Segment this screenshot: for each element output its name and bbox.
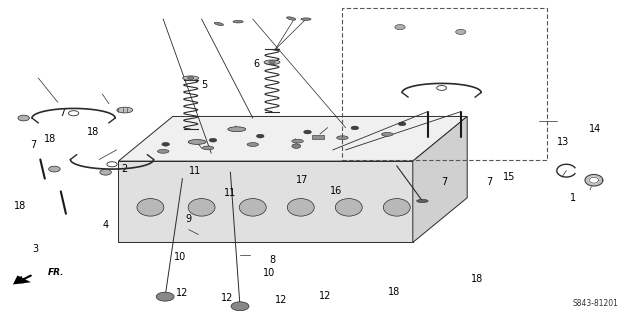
Ellipse shape [287, 17, 296, 20]
Ellipse shape [239, 198, 266, 216]
Text: 18: 18 [14, 201, 27, 211]
Text: 4: 4 [102, 220, 109, 230]
Text: 7: 7 [442, 177, 448, 187]
Text: 17: 17 [296, 175, 308, 185]
Text: 6: 6 [253, 59, 259, 69]
Ellipse shape [214, 22, 223, 26]
Polygon shape [118, 116, 467, 161]
Text: 8: 8 [269, 255, 275, 265]
Ellipse shape [335, 198, 362, 216]
Ellipse shape [137, 198, 164, 216]
Text: 12: 12 [221, 293, 234, 303]
Text: 16: 16 [330, 186, 342, 197]
Ellipse shape [287, 198, 314, 216]
Text: FR.: FR. [47, 268, 64, 277]
Bar [342, 8, 547, 160]
Text: 7: 7 [30, 140, 36, 150]
Polygon shape [589, 177, 598, 183]
Bar [312, 135, 324, 139]
Text: 13: 13 [557, 137, 570, 147]
Ellipse shape [117, 107, 133, 113]
Ellipse shape [381, 132, 393, 136]
Circle shape [351, 126, 358, 130]
Circle shape [456, 29, 466, 34]
Text: 3: 3 [32, 244, 38, 254]
Text: 18: 18 [44, 134, 56, 144]
Circle shape [398, 122, 406, 126]
Text: 11: 11 [189, 166, 202, 176]
Text: 12: 12 [319, 291, 332, 301]
Text: 2: 2 [122, 164, 128, 174]
Ellipse shape [157, 149, 169, 153]
Text: 1: 1 [570, 193, 576, 203]
Text: 5: 5 [202, 79, 208, 90]
Polygon shape [13, 276, 31, 285]
Ellipse shape [301, 18, 311, 20]
Polygon shape [585, 174, 603, 186]
Text: 15: 15 [502, 172, 515, 182]
Ellipse shape [337, 136, 348, 140]
Circle shape [100, 169, 111, 175]
Text: 18: 18 [86, 127, 99, 137]
Circle shape [188, 77, 194, 80]
Circle shape [304, 130, 312, 134]
Circle shape [209, 138, 217, 142]
Text: 12: 12 [176, 288, 189, 298]
Ellipse shape [247, 143, 259, 146]
Text: 12: 12 [275, 295, 288, 305]
Ellipse shape [233, 20, 243, 23]
Circle shape [395, 25, 405, 30]
Circle shape [162, 142, 170, 146]
Text: 7: 7 [486, 177, 493, 187]
Ellipse shape [228, 127, 246, 132]
Circle shape [257, 134, 264, 138]
Ellipse shape [188, 140, 206, 145]
Circle shape [231, 302, 249, 311]
Text: 11: 11 [224, 188, 237, 198]
Text: 10: 10 [262, 268, 275, 278]
Ellipse shape [202, 146, 214, 150]
Circle shape [292, 144, 301, 148]
Text: 18: 18 [387, 287, 400, 297]
Ellipse shape [188, 198, 215, 216]
Circle shape [18, 115, 29, 121]
Text: 10: 10 [174, 252, 187, 262]
Circle shape [156, 292, 174, 301]
Ellipse shape [417, 199, 428, 203]
Polygon shape [413, 116, 467, 242]
Text: 18: 18 [470, 274, 483, 284]
Polygon shape [118, 161, 413, 242]
Text: S843-81201: S843-81201 [572, 299, 618, 308]
Circle shape [269, 61, 275, 64]
Ellipse shape [383, 198, 410, 216]
Ellipse shape [183, 76, 198, 80]
Text: 14: 14 [589, 124, 602, 134]
Ellipse shape [264, 60, 280, 64]
Circle shape [49, 166, 60, 172]
Ellipse shape [292, 139, 303, 143]
Text: 7: 7 [60, 108, 66, 118]
Text: 9: 9 [186, 213, 192, 224]
